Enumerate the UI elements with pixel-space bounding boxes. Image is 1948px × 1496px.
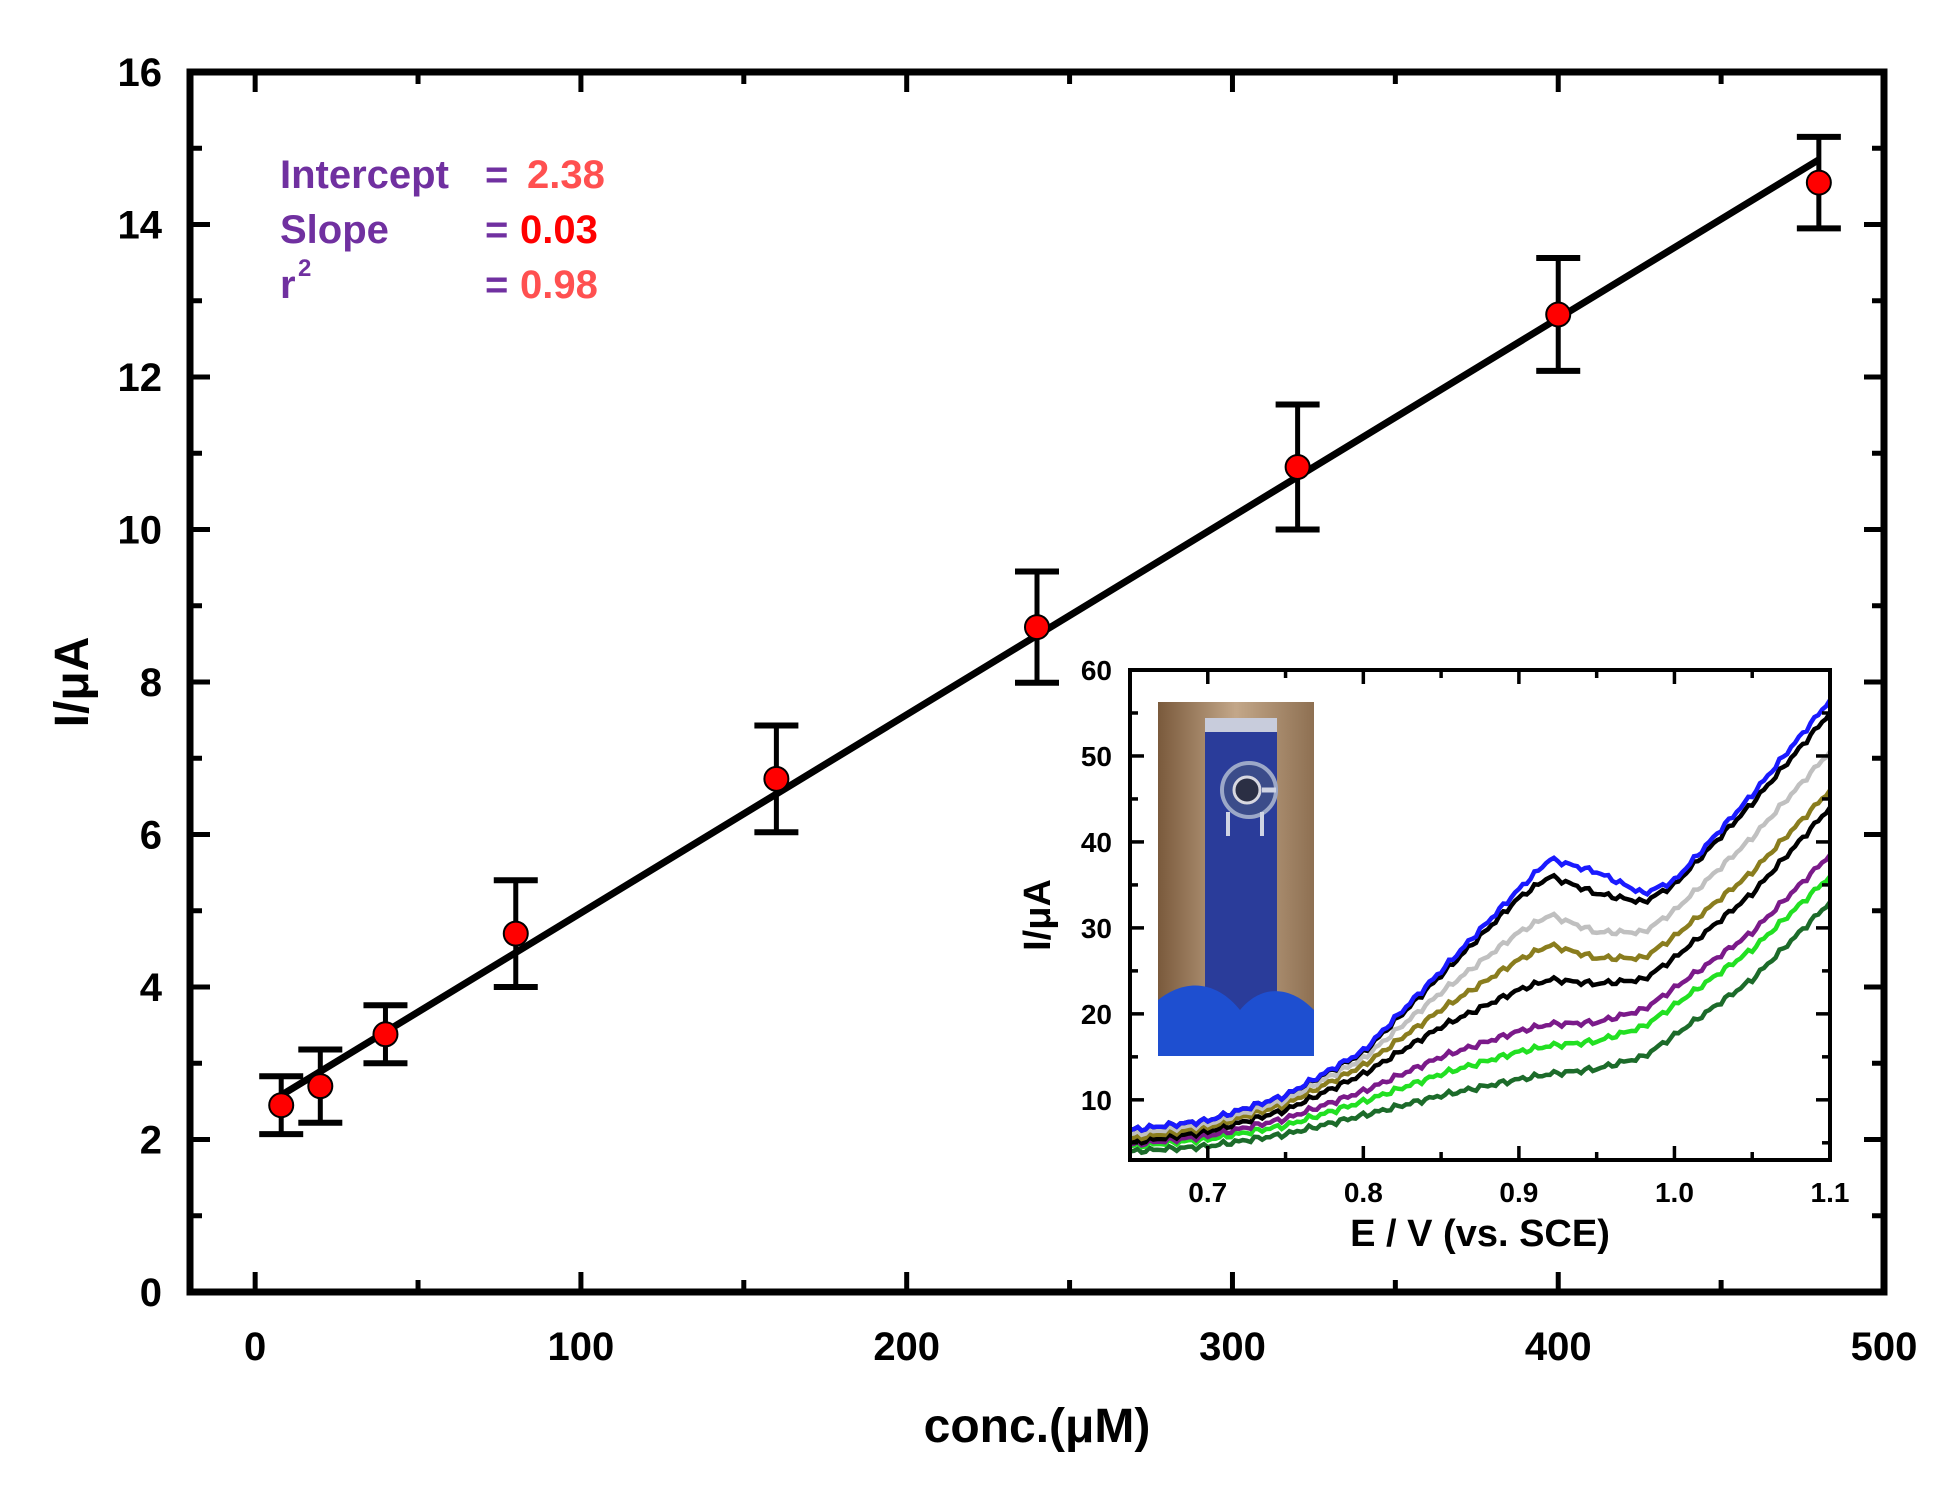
- x-tick-label: 300: [1199, 1325, 1266, 1369]
- inset-x-tick-label: 0.8: [1344, 1177, 1383, 1208]
- stat-r2-eq: =: [485, 263, 508, 307]
- inset-y-tick-label: 50: [1081, 741, 1112, 772]
- data-point: [1805, 169, 1832, 196]
- inset-frame: [1128, 668, 1832, 1162]
- y-tick-label: 6: [140, 814, 162, 858]
- data-point: [502, 920, 529, 947]
- electrode-photo: [1158, 702, 1314, 1056]
- inset-y-tick-label: 40: [1081, 827, 1112, 858]
- y-tick-label: 14: [118, 204, 163, 248]
- inset-y-tick-label: 20: [1081, 999, 1112, 1030]
- inset-curve-3: [1130, 853, 1830, 1148]
- y-tick-label: 4: [140, 966, 163, 1010]
- inset-y-tick-label: 30: [1081, 913, 1112, 944]
- data-point: [307, 1073, 334, 1100]
- inset-curve-1: [1130, 900, 1830, 1156]
- x-tick-label: 100: [548, 1325, 615, 1369]
- y-tick-label: 2: [140, 1119, 162, 1163]
- data-point: [268, 1092, 295, 1119]
- inset-curve-8: [1130, 698, 1830, 1134]
- stat-slope-eq: =: [485, 208, 508, 252]
- stat-intercept-value: 2.38: [527, 153, 605, 197]
- inset-y-tick-label: 60: [1081, 655, 1112, 686]
- data-point: [1284, 453, 1311, 480]
- y-axis-title: I/μA: [46, 637, 99, 728]
- data-point: [763, 765, 790, 792]
- data-point: [1545, 301, 1572, 328]
- y-tick-label: 12: [118, 356, 163, 400]
- stat-intercept-label: Intercept: [280, 153, 449, 197]
- x-axis-title: conc.(μM): [924, 1400, 1151, 1453]
- main-plot-frame: [186, 68, 1888, 1296]
- x-tick-label: 0: [244, 1325, 266, 1369]
- inset-y-tick-label: 10: [1081, 1085, 1112, 1116]
- inset-curve-6: [1130, 750, 1830, 1138]
- stat-r2-sup: 2: [298, 255, 311, 282]
- inset-x-tick-label: 0.7: [1188, 1177, 1227, 1208]
- x-tick-label: 400: [1525, 1325, 1592, 1369]
- inset-x-tick-label: 1.0: [1655, 1177, 1694, 1208]
- inset-y-axis-title: I/μA: [1017, 879, 1059, 951]
- inset-curve-2: [1130, 874, 1830, 1150]
- inset-curve-5: [1130, 788, 1830, 1142]
- stat-r2-value: 0.98: [520, 263, 598, 307]
- fit-statistics: Intercept = 2.38 Slope = 0.03 r 2 = 0.98: [280, 153, 605, 307]
- x-tick-label: 200: [873, 1325, 940, 1369]
- stat-r2-label: r: [280, 263, 296, 307]
- stat-slope-value: 0.03: [520, 208, 598, 252]
- data-point: [372, 1021, 399, 1048]
- x-tick-label: 500: [1851, 1325, 1918, 1369]
- y-tick-label: 8: [140, 661, 162, 705]
- inset-x-axis-title: E / V (vs. SCE): [1350, 1213, 1610, 1255]
- inset-tick-labels: 0.7 0.8 0.9 1.0 1.1 10 20 30 40 50 60: [1081, 655, 1850, 1208]
- main-data-points: [268, 169, 1832, 1119]
- stat-slope-label: Slope: [280, 208, 389, 252]
- y-tick-label: 10: [118, 509, 163, 553]
- data-point: [1024, 614, 1050, 641]
- main-tick-labels: 0 100 200 300 400 500 0 2 4 6 8 10 12 14 16: [118, 51, 1918, 1369]
- inset-curves: [1130, 698, 1830, 1156]
- y-tick-label: 16: [118, 51, 163, 95]
- y-tick-label: 0: [140, 1271, 162, 1315]
- inset-curve-4: [1130, 806, 1830, 1146]
- inset-x-tick-label: 1.1: [1811, 1177, 1850, 1208]
- inset-x-tick-label: 0.9: [1499, 1177, 1538, 1208]
- stat-intercept-eq: =: [485, 153, 508, 197]
